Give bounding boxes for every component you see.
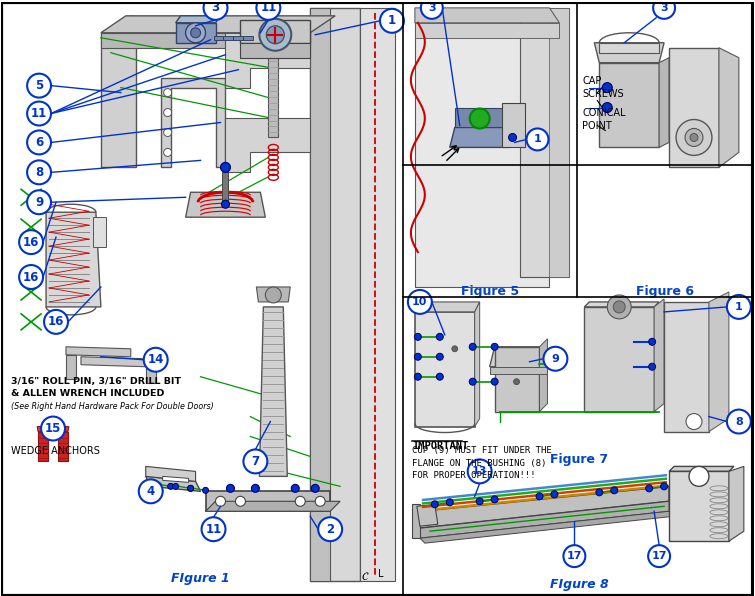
FancyBboxPatch shape [2,3,753,595]
Circle shape [648,545,670,567]
Polygon shape [186,193,265,217]
Text: 16: 16 [23,271,39,284]
FancyBboxPatch shape [223,172,229,202]
Text: L: L [378,569,384,579]
Polygon shape [422,485,667,512]
Circle shape [164,148,171,156]
Circle shape [186,23,205,43]
Circle shape [685,129,703,147]
Circle shape [544,347,568,371]
Text: 9: 9 [551,354,559,364]
Circle shape [257,0,280,20]
Text: 17: 17 [652,551,667,561]
Polygon shape [417,504,438,526]
Text: 5: 5 [35,79,43,92]
Circle shape [295,496,305,506]
Circle shape [661,483,667,490]
Circle shape [613,301,625,313]
Polygon shape [719,48,739,167]
Polygon shape [205,501,340,511]
Polygon shape [146,359,156,383]
Polygon shape [310,8,330,581]
Circle shape [536,493,543,500]
Circle shape [492,378,498,385]
Circle shape [187,485,193,491]
Polygon shape [584,307,654,412]
Circle shape [451,346,458,352]
Circle shape [315,496,325,506]
Circle shape [380,9,404,33]
Text: 11: 11 [205,523,222,536]
Polygon shape [176,16,220,23]
Polygon shape [415,8,550,287]
Polygon shape [475,302,479,427]
Circle shape [649,339,655,345]
Polygon shape [599,43,659,52]
Text: 3: 3 [211,1,220,14]
Text: (See Right Hand Hardware Pack For Double Doors): (See Right Hand Hardware Pack For Double… [11,402,214,411]
Text: IMPORTANT: IMPORTANT [412,442,468,452]
Circle shape [653,0,675,19]
Circle shape [164,89,171,97]
Polygon shape [540,339,547,412]
Polygon shape [131,16,310,43]
Circle shape [421,0,442,19]
Circle shape [221,200,230,208]
Text: & ALLEN WRENCH INCLUDED: & ALLEN WRENCH INCLUDED [11,389,165,398]
Circle shape [27,101,51,126]
Circle shape [27,131,51,154]
Circle shape [602,83,612,92]
Polygon shape [412,504,420,538]
Circle shape [469,378,476,385]
Polygon shape [501,103,525,147]
Polygon shape [490,347,544,367]
Text: 3: 3 [661,3,668,13]
Circle shape [436,333,443,340]
Polygon shape [415,302,479,312]
Circle shape [470,108,490,129]
Text: Figure 6: Figure 6 [636,285,694,299]
Circle shape [727,295,750,319]
Polygon shape [594,43,664,63]
Circle shape [676,120,712,156]
Polygon shape [101,33,136,167]
Circle shape [168,483,174,489]
Circle shape [291,485,299,492]
Text: 1: 1 [388,14,396,27]
Text: CUP (9) MUST FIT UNDER THE
FLANGE ON THE BUSHING (8)
FOR PROPER OPERATION!!!: CUP (9) MUST FIT UNDER THE FLANGE ON THE… [412,446,552,480]
Circle shape [596,489,602,496]
Circle shape [509,134,516,141]
Circle shape [143,348,168,372]
Text: 1: 1 [534,135,541,144]
Polygon shape [146,476,201,491]
Text: 16: 16 [48,315,64,328]
Text: 14: 14 [147,353,164,367]
Polygon shape [205,491,330,511]
Circle shape [469,343,476,350]
Circle shape [311,485,319,492]
FancyBboxPatch shape [578,4,752,296]
Circle shape [563,545,585,567]
Circle shape [414,373,421,380]
Polygon shape [101,33,310,48]
Polygon shape [214,36,223,40]
Circle shape [19,265,43,289]
Polygon shape [415,23,559,38]
Circle shape [408,290,432,314]
Polygon shape [415,312,475,427]
Polygon shape [226,117,310,172]
Text: 13: 13 [472,467,488,476]
Polygon shape [450,128,510,147]
Polygon shape [46,212,101,307]
Circle shape [215,496,226,506]
Text: 2: 2 [326,523,334,536]
Circle shape [251,485,260,492]
Circle shape [318,517,342,541]
Text: 8: 8 [35,166,43,179]
Polygon shape [257,287,290,302]
Polygon shape [490,367,547,374]
Polygon shape [495,347,540,412]
Circle shape [431,501,439,508]
Polygon shape [729,467,744,541]
Circle shape [602,103,612,113]
